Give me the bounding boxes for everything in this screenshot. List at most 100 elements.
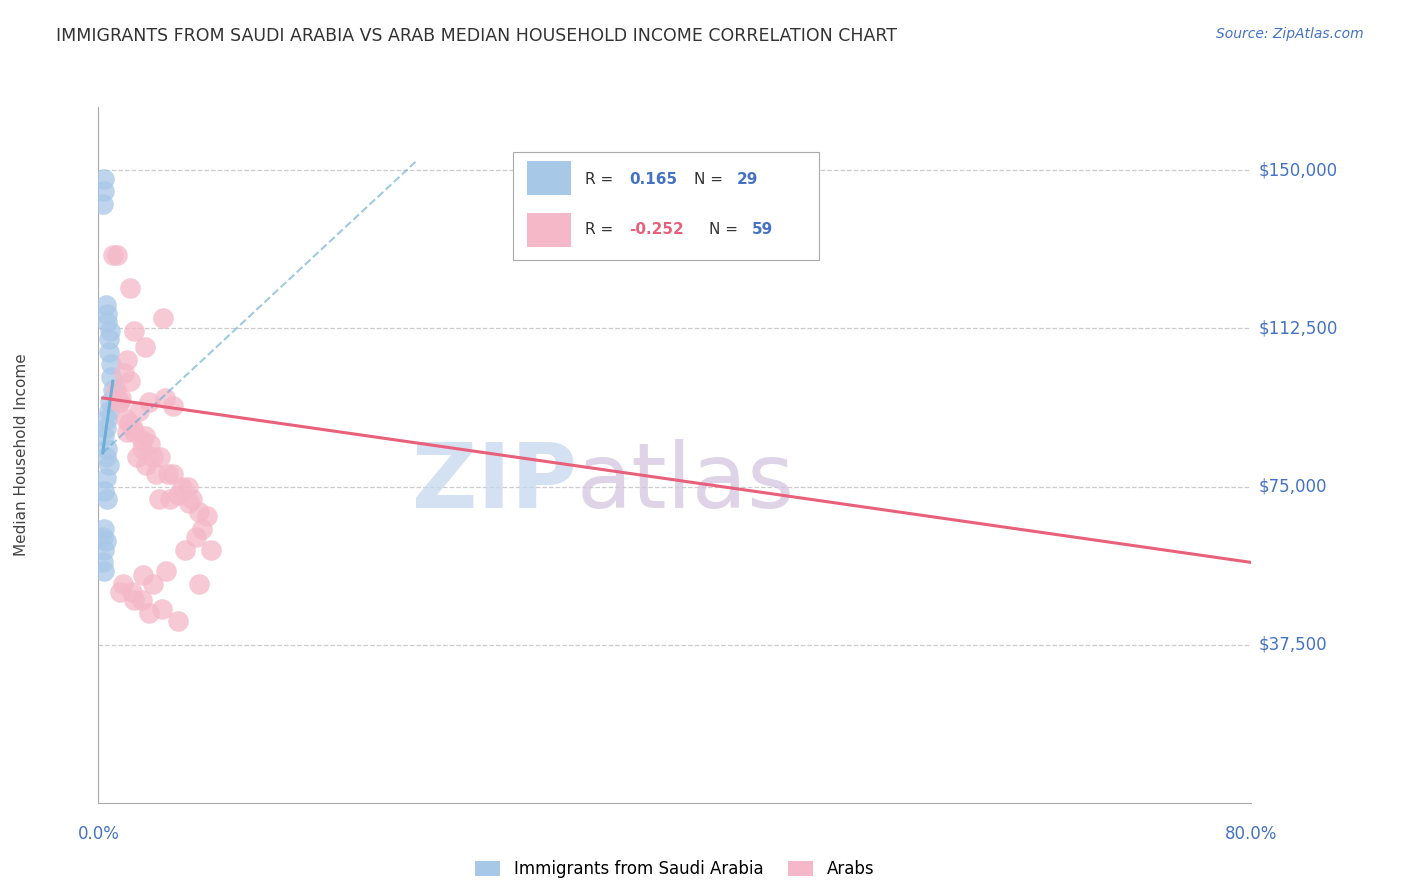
Point — [127, 450, 149, 464]
Point — [117, 425, 138, 439]
Text: $75,000: $75,000 — [1258, 477, 1327, 496]
Point — [96, 492, 118, 507]
Point — [98, 324, 121, 338]
Point — [96, 412, 118, 426]
Point — [94, 534, 117, 549]
Point — [142, 576, 165, 591]
Point — [142, 450, 165, 464]
Point — [177, 479, 200, 493]
Point — [131, 593, 153, 607]
Point — [195, 509, 218, 524]
Point — [91, 530, 114, 544]
Point — [179, 496, 201, 510]
Point — [110, 391, 132, 405]
Point — [145, 467, 167, 481]
Text: R =: R = — [585, 172, 619, 187]
Point — [108, 395, 131, 409]
Point — [101, 383, 124, 397]
Point — [1268, 556, 1291, 570]
Point — [97, 332, 120, 346]
Bar — [527, 161, 571, 195]
Point — [97, 458, 120, 473]
Point — [121, 585, 143, 599]
Text: 29: 29 — [737, 172, 758, 187]
Point — [124, 324, 146, 338]
Text: N =: N = — [695, 172, 728, 187]
Point — [181, 492, 204, 507]
Point — [134, 340, 156, 354]
Point — [94, 450, 117, 464]
Point — [174, 542, 197, 557]
Text: $112,500: $112,500 — [1258, 319, 1337, 337]
Point — [105, 247, 128, 261]
Point — [162, 467, 184, 481]
Point — [111, 576, 134, 591]
Text: $37,500: $37,500 — [1258, 636, 1327, 654]
Point — [150, 602, 173, 616]
Point — [93, 483, 115, 498]
Point — [91, 197, 114, 211]
Point — [104, 383, 127, 397]
Point — [94, 298, 117, 312]
Point — [131, 433, 153, 447]
Point — [114, 412, 136, 426]
Point — [159, 492, 181, 507]
Point — [200, 542, 222, 557]
Legend: Immigrants from Saudi Arabia, Arabs: Immigrants from Saudi Arabia, Arabs — [468, 854, 882, 885]
Point — [122, 420, 145, 434]
Point — [188, 505, 211, 519]
Point — [120, 374, 142, 388]
Text: N =: N = — [710, 222, 744, 237]
Point — [170, 479, 193, 493]
Point — [135, 458, 157, 473]
Point — [124, 425, 146, 439]
Text: 80.0%: 80.0% — [1225, 825, 1278, 843]
Point — [112, 366, 135, 380]
Point — [186, 530, 208, 544]
Text: 59: 59 — [752, 222, 773, 237]
Point — [166, 615, 188, 629]
Point — [148, 492, 170, 507]
Point — [100, 370, 122, 384]
Point — [93, 522, 115, 536]
Text: $150,000: $150,000 — [1258, 161, 1337, 179]
Text: 0.165: 0.165 — [628, 172, 676, 187]
Point — [108, 585, 131, 599]
Point — [138, 395, 160, 409]
Point — [134, 429, 156, 443]
Point — [120, 281, 142, 295]
Point — [96, 442, 118, 456]
Point — [93, 171, 115, 186]
Point — [100, 357, 122, 371]
Point — [93, 429, 115, 443]
Point — [101, 247, 124, 261]
Point — [166, 488, 188, 502]
Point — [91, 556, 114, 570]
Bar — [527, 212, 571, 247]
Point — [132, 568, 155, 582]
Point — [156, 467, 179, 481]
Point — [98, 395, 121, 409]
Point — [138, 606, 160, 620]
Text: Median Household Income: Median Household Income — [14, 353, 28, 557]
Text: atlas: atlas — [576, 439, 794, 527]
Point — [188, 576, 211, 591]
Text: R =: R = — [585, 222, 619, 237]
Text: -0.252: -0.252 — [628, 222, 683, 237]
Point — [97, 403, 120, 417]
Point — [96, 315, 118, 329]
Point — [97, 344, 120, 359]
Point — [124, 593, 146, 607]
Point — [117, 353, 138, 368]
Text: 0.0%: 0.0% — [77, 825, 120, 843]
Point — [153, 391, 176, 405]
Point — [128, 403, 150, 417]
Point — [162, 400, 184, 414]
Point — [107, 395, 129, 409]
Point — [131, 442, 153, 456]
Point — [149, 450, 172, 464]
FancyBboxPatch shape — [513, 153, 818, 260]
Text: IMMIGRANTS FROM SAUDI ARABIA VS ARAB MEDIAN HOUSEHOLD INCOME CORRELATION CHART: IMMIGRANTS FROM SAUDI ARABIA VS ARAB MED… — [56, 27, 897, 45]
Point — [118, 417, 141, 431]
Text: Source: ZipAtlas.com: Source: ZipAtlas.com — [1216, 27, 1364, 41]
